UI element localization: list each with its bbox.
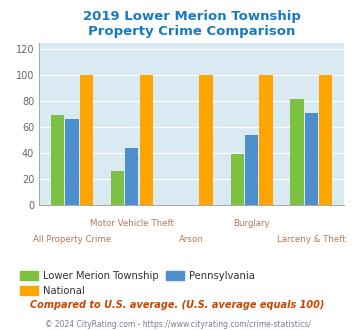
Bar: [200, 75, 213, 205]
Bar: [125, 148, 138, 205]
Bar: [305, 113, 318, 205]
Text: Burglary: Burglary: [233, 219, 270, 228]
Text: All Property Crime: All Property Crime: [33, 235, 111, 244]
Bar: [245, 135, 258, 205]
Bar: [231, 154, 244, 205]
Bar: [80, 75, 93, 205]
Bar: [290, 99, 304, 205]
Text: Motor Vehicle Theft: Motor Vehicle Theft: [90, 219, 174, 228]
Bar: [140, 75, 153, 205]
Text: Arson: Arson: [179, 235, 204, 244]
Text: Larceny & Theft: Larceny & Theft: [277, 235, 346, 244]
Legend: Lower Merion Township, National, Pennsylvania: Lower Merion Township, National, Pennsyl…: [20, 271, 255, 296]
Text: © 2024 CityRating.com - https://www.cityrating.com/crime-statistics/: © 2024 CityRating.com - https://www.city…: [45, 319, 310, 329]
Title: 2019 Lower Merion Township
Property Crime Comparison: 2019 Lower Merion Township Property Crim…: [83, 10, 301, 38]
Bar: [51, 115, 64, 205]
Text: Compared to U.S. average. (U.S. average equals 100): Compared to U.S. average. (U.S. average …: [30, 300, 325, 310]
Bar: [319, 75, 332, 205]
Bar: [259, 75, 273, 205]
Bar: [65, 119, 78, 205]
Bar: [111, 171, 124, 205]
